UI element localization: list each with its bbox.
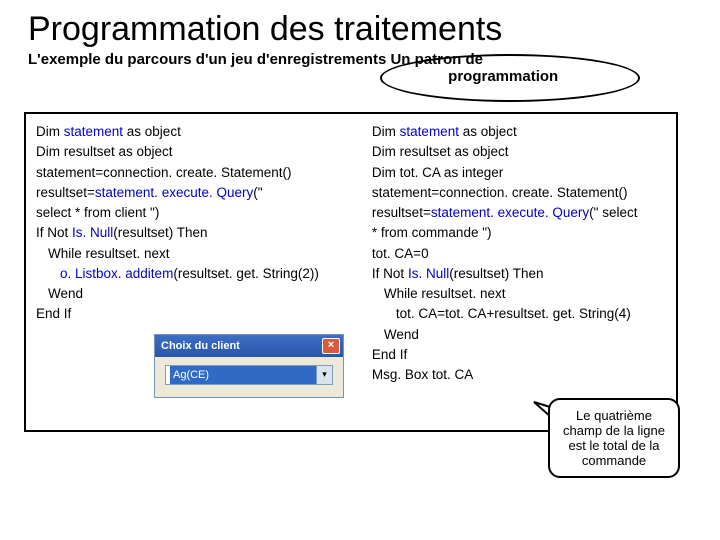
- code-line: select * from client "): [36, 203, 352, 223]
- code-line: End If: [372, 345, 666, 365]
- code-line: resultset=statement. execute. Query(": [36, 183, 352, 203]
- dialog-window: Choix du client × Ag(CE) ▾: [154, 334, 344, 398]
- callout-note: Le quatrième champ de la ligne est le to…: [548, 398, 680, 478]
- code-line: Dim resultset as object: [36, 142, 352, 162]
- dialog-title: Choix du client: [161, 338, 322, 355]
- dialog-body: Ag(CE) ▾: [155, 357, 343, 397]
- subtitle-prefix: L'exemple du parcours d'un jeu d'enregis…: [28, 51, 386, 68]
- slide-subtitle: L'exemple du parcours d'un jeu d'enregis…: [0, 51, 720, 85]
- code-line: If Not Is. Null(resultset) Then: [372, 264, 666, 284]
- code-panel: Dim statement as object Dim resultset as…: [24, 112, 678, 432]
- close-icon[interactable]: ×: [322, 338, 340, 354]
- slide-title: Programmation des traitements: [0, 0, 720, 51]
- code-line: * from commande "): [372, 223, 666, 243]
- code-line: While resultset. next: [372, 284, 666, 304]
- client-combobox[interactable]: Ag(CE) ▾: [165, 365, 333, 385]
- combobox-selected: Ag(CE): [170, 366, 316, 385]
- subtitle-annotation-1: Un patron de: [390, 51, 483, 68]
- code-line: tot. CA=tot. CA+resultset. get. String(4…: [372, 304, 666, 324]
- code-line: Dim tot. CA as integer: [372, 163, 666, 183]
- code-line: resultset=statement. execute. Query(" se…: [372, 203, 666, 223]
- code-line: Dim statement as object: [36, 122, 352, 142]
- code-line: Dim statement as object: [372, 122, 666, 142]
- code-line: tot. CA=0: [372, 244, 666, 264]
- code-line: Msg. Box tot. CA: [372, 365, 666, 385]
- code-line: statement=connection. create. Statement(…: [372, 183, 666, 203]
- code-left-column: Dim statement as object Dim resultset as…: [26, 114, 362, 430]
- code-line: While resultset. next: [36, 244, 352, 264]
- code-line: Wend: [36, 284, 352, 304]
- code-line: statement=connection. create. Statement(…: [36, 163, 352, 183]
- dialog-titlebar: Choix du client ×: [155, 335, 343, 357]
- subtitle-annotation-2: programmation: [448, 68, 558, 85]
- chevron-down-icon[interactable]: ▾: [316, 366, 332, 384]
- code-right-column: Dim statement as object Dim resultset as…: [362, 114, 676, 430]
- code-line: End If: [36, 304, 352, 324]
- code-line: Dim resultset as object: [372, 142, 666, 162]
- code-line: Wend: [372, 325, 666, 345]
- code-line: o. Listbox. additem(resultset. get. Stri…: [36, 264, 352, 284]
- code-line: If Not Is. Null(resultset) Then: [36, 223, 352, 243]
